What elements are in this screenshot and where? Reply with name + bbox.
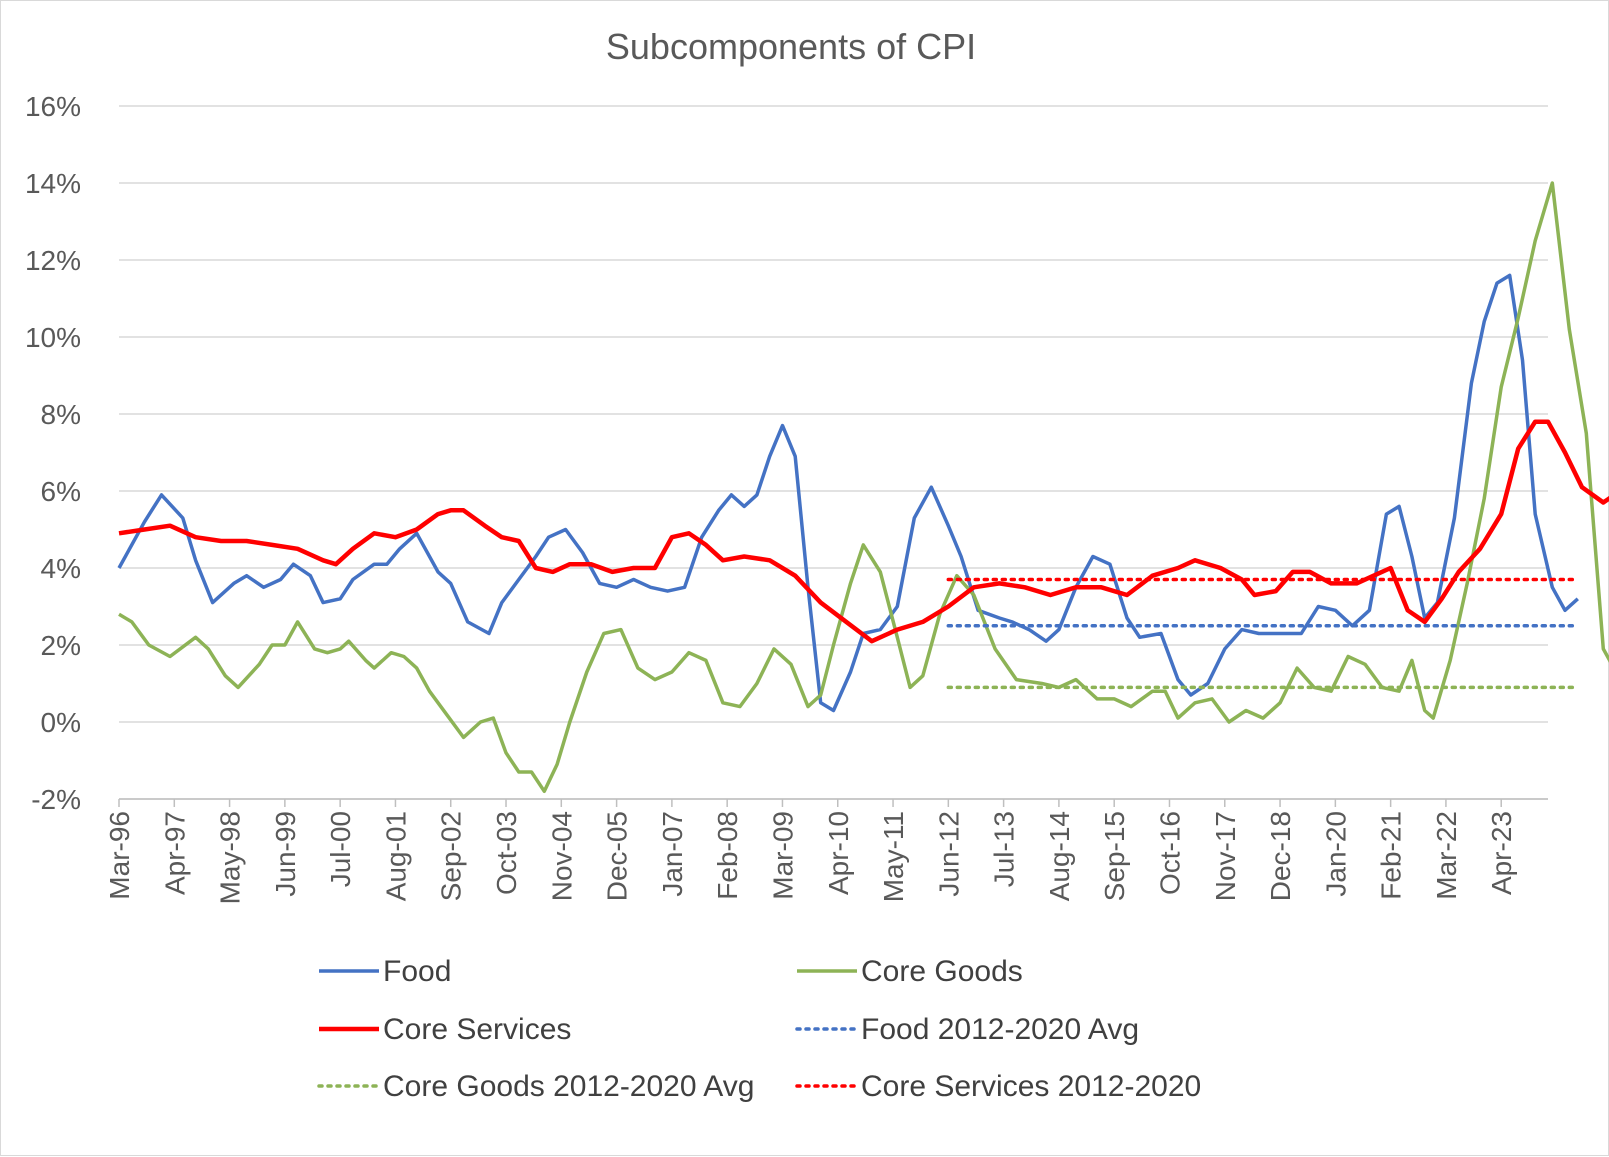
x-tick-label: Jan-20 [1320,811,1351,897]
x-tick-label: May-11 [878,811,909,902]
x-tick-label: Oct-16 [1154,811,1185,895]
x-tick-label: May-98 [215,811,246,904]
legend-label: Core Goods 2012-2020 Avg [383,1070,754,1103]
y-tick-label: 6% [41,476,81,507]
x-tick-label: Mar-96 [104,811,135,900]
x-tick-label: Dec-05 [602,811,633,901]
legend-label: Core Services [383,1013,571,1046]
x-tick-label: Feb-21 [1376,811,1407,900]
x-tick-label: Oct-03 [491,811,522,895]
series-lines [117,181,1609,794]
series-line-food [117,273,1579,713]
legend-item: Core Goods [797,955,1023,988]
x-tick-label: Dec-18 [1265,811,1296,901]
legend-label: Food 2012-2020 Avg [861,1013,1139,1046]
x-tick-label: Aug-14 [1044,811,1075,901]
x-tick-label: Apr-97 [159,811,190,895]
y-tick-label: 0% [41,707,81,738]
legend-item: Core Services [319,1013,571,1046]
y-tick-label: 12% [25,245,81,276]
x-tick-label: Sep-15 [1099,811,1130,901]
y-axis-tick-labels: -2% 0% 2% 4% 6% 8% 10% 12% 14% 16% [25,91,81,815]
x-tick-label: Jul-13 [989,811,1020,887]
x-tick-label: Nov-17 [1210,811,1241,901]
legend-label: Core Goods [861,955,1023,988]
y-tick-label: 16% [25,91,81,122]
y-tick-label: 10% [25,322,81,353]
legend-item: Food [319,955,451,988]
series-line-core-goods [118,181,1609,794]
gridlines [119,105,1548,800]
x-tick-label: Aug-01 [380,811,411,901]
x-axis-tick-labels: Mar-96 Apr-97 May-98 Jun-99 Jul-00 Aug-01 Sep-… [104,799,1517,904]
x-tick-label: Jun-12 [933,811,964,897]
x-tick-label: Apr-10 [823,811,854,895]
x-tick-label: Sep-02 [436,811,467,901]
x-tick-label: Mar-09 [767,811,798,900]
y-tick-label: 14% [25,168,81,199]
x-tick-label: Apr-23 [1486,811,1517,895]
legend-item: Core Services 2012-2020 [795,1070,1201,1103]
series-line-core-services [118,419,1609,644]
x-tick-label: Jan-07 [657,811,688,897]
legend-label: Food [383,955,451,988]
x-tick-label: Jul-00 [325,811,356,887]
x-tick-label: Nov-04 [546,811,577,901]
y-tick-label: 8% [41,399,81,430]
legend-label: Core Services 2012-2020 [861,1070,1201,1103]
y-tick-label: 2% [41,630,81,661]
legend-item: Food 2012-2020 Avg [795,1013,1139,1046]
y-tick-label: 4% [41,553,81,584]
legend-item: Core Goods 2012-2020 Avg [317,1070,754,1103]
x-tick-label: Feb-08 [712,811,743,900]
legend: Food Core Goods Core Services Food 2012-202… [317,955,1201,1103]
x-tick-label: Jun-99 [270,811,301,897]
x-tick-label: Mar-22 [1431,811,1462,900]
chart-title: Subcomponents of CPI [606,26,976,67]
y-tick-label: -2% [31,784,81,815]
